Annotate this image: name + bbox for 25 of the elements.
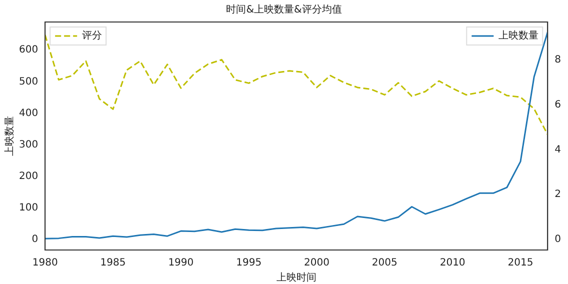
y2-tick-label: 2	[554, 189, 562, 200]
x-axis-title: 上映时间	[276, 272, 316, 284]
y2-tick-label: 0	[554, 234, 562, 246]
x-tick-label: 1985	[100, 258, 126, 269]
x-tick-label: 2015	[508, 258, 534, 269]
y-tick-label: 200	[18, 171, 38, 182]
x-tick-label: 2000	[304, 258, 330, 269]
x-tick-label: 2005	[372, 258, 398, 269]
x-tick-label: 1995	[236, 258, 262, 269]
y2-tick-label: 4	[554, 144, 562, 156]
y-axis-title: 上映数量	[4, 116, 16, 156]
legend-label: 评分	[82, 30, 102, 42]
x-tick-label: 1990	[168, 258, 194, 269]
y-tick-label: 0	[32, 234, 38, 246]
y-tick-label: 100	[18, 202, 38, 214]
y-tick-label: 400	[18, 108, 38, 119]
y2-tick-label: 6	[554, 100, 562, 111]
y2-tick-label: 8	[554, 54, 562, 66]
legend-label: 上映数量	[498, 30, 539, 42]
y-tick-label: 500	[18, 76, 38, 88]
x-tick-label: 1980	[32, 258, 58, 269]
y-tick-label: 300	[18, 139, 38, 150]
x-tick-label: 2010	[440, 258, 466, 269]
chart-title: 时间&上映数量&评分均值	[226, 4, 342, 16]
y-tick-label: 600	[18, 44, 38, 56]
